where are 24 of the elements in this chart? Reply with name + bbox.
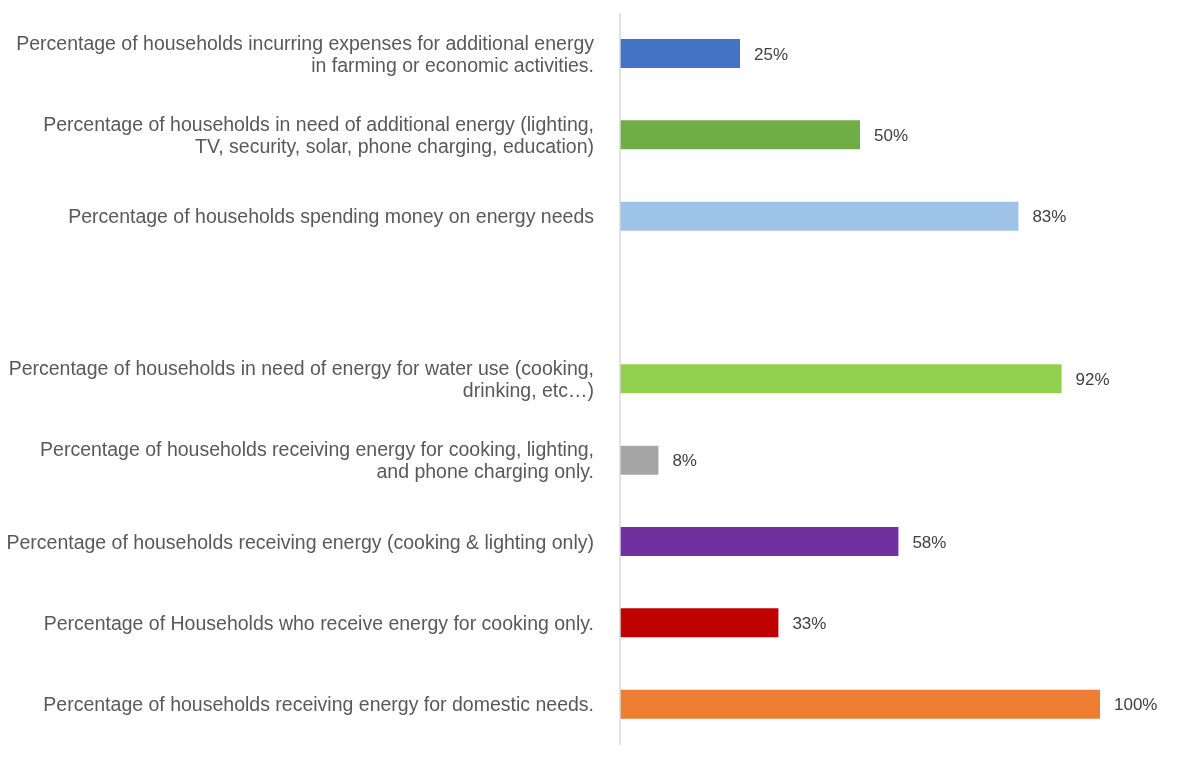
bar xyxy=(620,39,740,69)
bar xyxy=(620,445,659,475)
bar xyxy=(620,201,1019,231)
data-label: 83% xyxy=(1032,207,1067,227)
y-tick-label: Percentage of households receiving energy for cooking, lighting, and phone charging only. xyxy=(40,438,594,483)
bar xyxy=(620,527,899,557)
y-tick-label: Percentage of households receiving energy (cooking & lighting only) xyxy=(6,530,594,553)
bar xyxy=(620,120,860,150)
data-label: 50% xyxy=(874,125,909,145)
data-label: 25% xyxy=(754,44,789,64)
bar xyxy=(620,689,1100,719)
data-label: 33% xyxy=(792,613,827,633)
y-tick-label: Percentage of households receiving energy for domestic needs. xyxy=(43,693,594,716)
bar xyxy=(620,364,1062,394)
y-tick-label: Percentage of Households who receive energy for cooking only. xyxy=(43,612,594,634)
bar xyxy=(620,608,779,638)
data-label: 8% xyxy=(672,451,697,471)
y-tick-label: Percentage of households in need of additional energy (lighting, TV, security, solar, phone charging, education) xyxy=(43,113,594,157)
data-label: 92% xyxy=(1075,369,1110,389)
y-tick-label: Percentage of households in need of energy for water use (cooking, drinking, etc…) xyxy=(8,357,594,401)
data-label: 58% xyxy=(912,532,947,552)
y-tick-label: Percentage of households spending money on energy needs xyxy=(68,205,595,228)
data-label: 100% xyxy=(1114,695,1158,715)
y-tick-label: Percentage of households incurring expenses for additional energy in farming or economic activities. xyxy=(16,31,595,76)
